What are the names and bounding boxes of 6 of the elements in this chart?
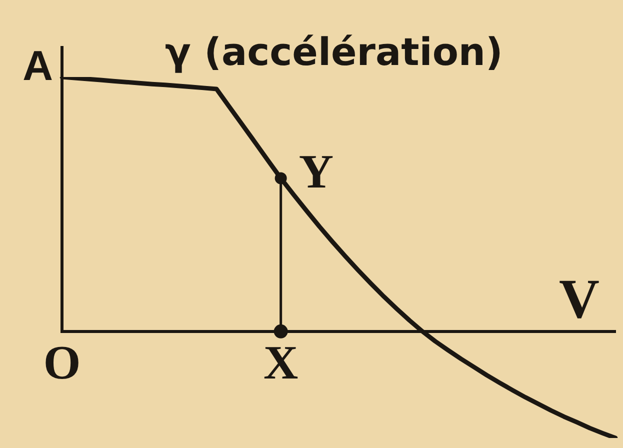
y-axis-title: γ (accélération) bbox=[165, 30, 503, 74]
x-tick-label: X bbox=[263, 336, 298, 390]
x-axis-title: V bbox=[559, 268, 600, 330]
x-tick-label: O bbox=[43, 336, 81, 390]
series-label: Y bbox=[298, 145, 334, 198]
text: A bbox=[22, 42, 53, 89]
